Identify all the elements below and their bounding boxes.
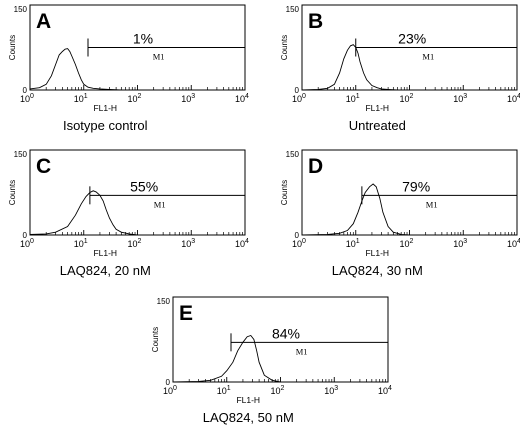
panel-c-y-tick-label: 150: [14, 150, 28, 159]
panel-e-percent-label: 84%: [272, 325, 300, 341]
panel-b-x-axis-label: FL1-H: [365, 103, 389, 113]
panel-a-y-axis-label: Counts: [8, 35, 17, 60]
panel-a-caption: Isotype control: [63, 118, 148, 133]
panel-d-x-tick-label: 101: [346, 238, 360, 249]
panel-c: 100 101 102 103 104 0 150 Counts FL1-H C M1 55% LAQ8…: [8, 149, 249, 278]
panel-a: 100 101 102 103 104 0 150 Counts FL1-H A M11% Isoty…: [8, 4, 249, 133]
panel-e-caption: LAQ824, 50 nM: [203, 410, 294, 425]
panel-b-percent-label: 23%: [398, 31, 426, 47]
panel-b: 100 101 102 103 104 0 150 Counts FL1-H B M1 23% Untr…: [280, 4, 520, 133]
panel-c-x-tick-label: 103: [181, 238, 195, 249]
panel-e-x-tick-label: 101: [217, 385, 231, 396]
panel-a-x-tick-label: 102: [128, 93, 142, 104]
panel-e-x-tick-label: 102: [271, 385, 285, 396]
panel-e-y-tick-label: 0: [166, 378, 171, 387]
panel-c-x-tick-label: 100: [20, 238, 34, 249]
panel-c-x-axis-label: FL1-H: [93, 248, 117, 258]
panel-d-x-tick-label: 104: [507, 238, 520, 249]
panel-e-x-tick-label: 104: [378, 385, 392, 396]
panel-a-gate-label: M1: [153, 52, 165, 62]
panel-d-caption: LAQ824, 30 nM: [332, 263, 423, 278]
panel-a-letter: A: [36, 10, 51, 33]
panel-d-y-tick-label: 0: [295, 231, 300, 240]
panel-e-x-axis-label: FL1-H: [236, 395, 260, 405]
panel-e-x-tick-label: 103: [324, 385, 338, 396]
panel-b-y-tick-label: 0: [295, 86, 300, 95]
panel-e-x-tick-label: 100: [163, 385, 177, 396]
panel-c-x-tick-label: 102: [128, 238, 142, 249]
panel-a-x-tick-label: 103: [181, 93, 195, 104]
panel-d-x-axis-label: FL1-H: [365, 248, 389, 258]
panel-d-letter: D: [308, 155, 323, 178]
panel-d-y-tick-label: 150: [286, 150, 300, 159]
panel-d-x-tick-label: 103: [453, 238, 467, 249]
panel-c-x-tick-label: 104: [235, 238, 249, 249]
panel-b-y-tick-label: 150: [286, 5, 300, 14]
panel-c-letter: C: [36, 155, 51, 178]
panel-e-gate-label: M1: [296, 346, 308, 356]
panel-a-percent-label: 1%: [133, 31, 153, 47]
panel-b-x-tick-label: 100: [292, 93, 306, 104]
panel-b-histogram: [301, 44, 410, 91]
panel-c-histogram: [29, 190, 138, 236]
panel-e-letter: E: [179, 302, 193, 325]
panel-c-caption: LAQ824, 20 nM: [60, 263, 151, 278]
panel-d: 100 101 102 103 104 0 150 Counts FL1-H D M1 79% LAQ8…: [280, 149, 520, 278]
panel-a-x-tick-label: 104: [235, 93, 249, 104]
panel-b-caption: Untreated: [349, 118, 406, 133]
panel-e-y-axis-label: Counts: [151, 327, 160, 352]
panel-c-percent-label: 55%: [130, 178, 158, 194]
panel-c-gate-label: M1: [154, 199, 166, 209]
panel-a-x-tick-label: 101: [74, 93, 88, 104]
panel-b-x-tick-label: 102: [400, 93, 414, 104]
panel-a-histogram: [29, 48, 138, 91]
panel-d-histogram: [301, 183, 410, 236]
panel-a-x-axis-label: FL1-H: [93, 103, 117, 113]
panel-d-x-tick-label: 100: [292, 238, 306, 249]
panel-c-x-tick-label: 101: [74, 238, 88, 249]
panel-b-x-tick-label: 104: [507, 93, 520, 104]
panel-b-y-axis-label: Counts: [280, 35, 289, 60]
panel-a-y-tick-label: 0: [23, 86, 28, 95]
panel-d-percent-label: 79%: [402, 178, 430, 194]
panel-a-x-tick-label: 100: [20, 93, 34, 104]
panel-d-x-tick-label: 102: [400, 238, 414, 249]
panel-d-y-axis-label: Counts: [280, 180, 289, 205]
panel-b-gate-label: M1: [422, 52, 434, 62]
panel-d-gate-label: M1: [426, 199, 438, 209]
panel-e-y-tick-label: 150: [157, 297, 171, 306]
panel-b-x-tick-label: 101: [346, 93, 360, 104]
panel-c-y-axis-label: Counts: [8, 180, 17, 205]
panel-e-histogram: [172, 334, 281, 383]
panel-c-y-tick-label: 0: [23, 231, 28, 240]
panel-e: 100 101 102 103 104 0 150 Counts FL1-H E M1 84% LAQ8…: [151, 296, 392, 425]
panel-a-y-tick-label: 150: [14, 5, 28, 14]
panel-b-letter: B: [308, 10, 323, 33]
panel-b-x-tick-label: 103: [453, 93, 467, 104]
